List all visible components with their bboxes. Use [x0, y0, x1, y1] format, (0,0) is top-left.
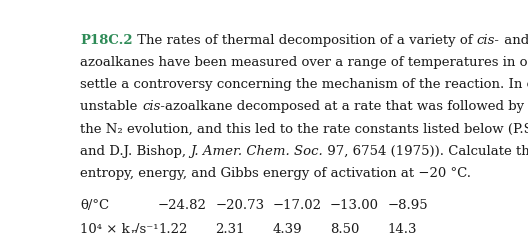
Text: 4.39: 4.39 [272, 223, 302, 233]
Text: settle a controversy concerning the mechanism of the reaction. In ethanol an: settle a controversy concerning the mech… [80, 78, 528, 91]
Text: 8.50: 8.50 [330, 223, 360, 233]
Text: /s⁻¹: /s⁻¹ [135, 223, 158, 233]
Text: azoalkanes have been measured over a range of temperatures in order to: azoalkanes have been measured over a ran… [80, 56, 528, 69]
Text: cis-: cis- [142, 100, 165, 113]
Text: and: and [499, 34, 528, 47]
Text: P18C.2: P18C.2 [80, 34, 133, 47]
Text: r: r [130, 228, 135, 233]
Text: and D.J. Bishop,: and D.J. Bishop, [80, 144, 191, 158]
Text: 14.3: 14.3 [387, 223, 417, 233]
Text: entropy, energy, and Gibbs energy of activation at −20 °C.: entropy, energy, and Gibbs energy of act… [80, 167, 472, 180]
Text: J. Amer. Chem. Soc.: J. Amer. Chem. Soc. [191, 144, 323, 158]
Text: −17.02: −17.02 [272, 199, 322, 212]
Text: 1.22: 1.22 [158, 223, 187, 233]
Text: 10⁴ × k: 10⁴ × k [80, 223, 130, 233]
Text: 97, 6754 (1975)). Calculate the enthalpy,: 97, 6754 (1975)). Calculate the enthalpy… [323, 144, 528, 158]
Text: azoalkane decomposed at a rate that was followed by observing: azoalkane decomposed at a rate that was … [165, 100, 528, 113]
Text: −8.95: −8.95 [387, 199, 428, 212]
Text: −13.00: −13.00 [330, 199, 379, 212]
Text: −20.73: −20.73 [215, 199, 265, 212]
Text: unstable: unstable [80, 100, 142, 113]
Text: The rates of thermal decomposition of a variety of: The rates of thermal decomposition of a … [133, 34, 477, 47]
Text: the N₂ evolution, and this led to the rate constants listed below (P.S. Engel: the N₂ evolution, and this led to the ra… [80, 123, 528, 136]
Text: cis-: cis- [477, 34, 499, 47]
Text: θ/°C: θ/°C [80, 199, 109, 212]
Text: −24.82: −24.82 [158, 199, 207, 212]
Text: 2.31: 2.31 [215, 223, 245, 233]
